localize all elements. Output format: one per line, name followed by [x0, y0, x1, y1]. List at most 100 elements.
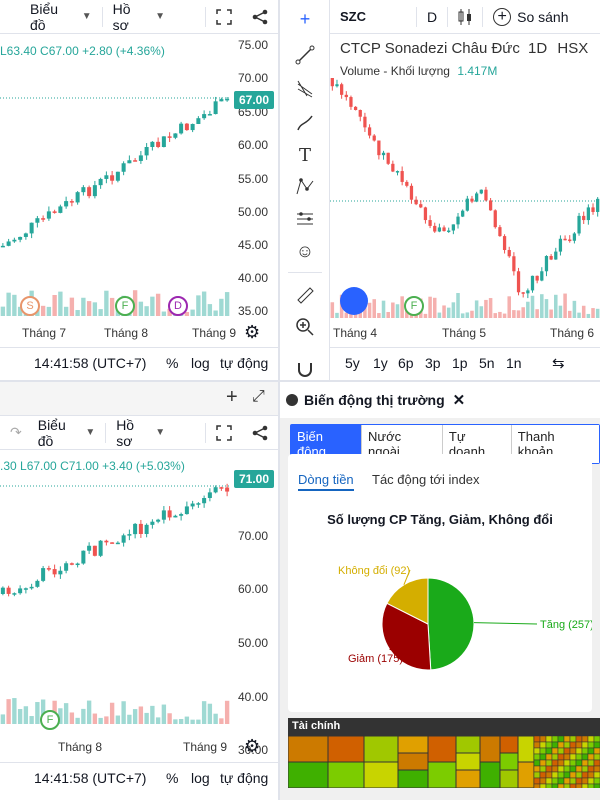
log-toggle[interactable]: log — [191, 354, 210, 371]
heatmap-cell[interactable] — [545, 753, 553, 761]
heatmap-cell[interactable] — [587, 759, 595, 767]
heatmap-cell[interactable] — [557, 741, 565, 749]
subtab-dong-tien[interactable]: Dòng tiền — [298, 472, 354, 491]
heatmap-cell[interactable] — [551, 741, 559, 749]
heatmap-cell[interactable] — [427, 736, 457, 763]
heatmap-cell[interactable] — [499, 752, 519, 771]
time-axis[interactable]: Tháng 7 Tháng 8 Tháng 9 ⚙ — [0, 320, 278, 346]
heatmap-cell[interactable] — [563, 747, 571, 755]
heatmap-cell[interactable] — [563, 753, 571, 761]
fib-icon[interactable] — [292, 76, 318, 102]
compare-button[interactable]: + So sánh — [483, 0, 578, 33]
heatmap-cell[interactable] — [455, 752, 481, 771]
heatmap-cell[interactable] — [517, 736, 535, 763]
heatmap-cell[interactable] — [563, 765, 571, 773]
heatmap-cell[interactable] — [563, 741, 571, 749]
heatmap-cell[interactable] — [545, 783, 553, 788]
heatmap-cell[interactable] — [575, 771, 583, 779]
event-marker-s[interactable]: S — [20, 296, 40, 316]
heatmap-cell[interactable] — [581, 747, 589, 755]
heatmap-cell[interactable] — [551, 783, 559, 788]
fullscreen-button[interactable] — [206, 0, 242, 33]
heatmap-cell[interactable] — [539, 777, 547, 785]
heatmap-cell[interactable] — [563, 783, 571, 788]
heatmap-cell[interactable] — [575, 741, 583, 749]
heatmap-cell[interactable] — [455, 736, 481, 754]
heatmap-cell[interactable] — [557, 783, 565, 788]
heatmap-cell[interactable] — [551, 777, 559, 785]
auto-toggle[interactable]: tự động — [220, 769, 269, 786]
heatmap-cell[interactable] — [533, 783, 541, 788]
heatmap-cell[interactable] — [539, 771, 547, 779]
log-toggle[interactable]: log — [191, 769, 210, 786]
ruler-icon[interactable] — [292, 282, 318, 308]
heatmap-cell[interactable] — [545, 777, 553, 785]
heatmap-cell[interactable] — [593, 771, 600, 779]
heatmap-cell[interactable] — [545, 747, 553, 755]
heatmap-cell[interactable] — [479, 736, 501, 763]
heatmap-cells[interactable] — [288, 736, 600, 788]
share-button[interactable] — [242, 0, 278, 33]
percent-toggle[interactable]: % — [166, 354, 179, 371]
heatmap[interactable]: Tài chính — [288, 718, 600, 788]
heatmap-cell[interactable] — [593, 741, 600, 749]
percent-toggle[interactable]: % — [166, 769, 179, 786]
heatmap-cell[interactable] — [587, 736, 595, 743]
heatmap-cell[interactable] — [581, 736, 589, 743]
heatmap-cell[interactable] — [557, 747, 565, 755]
interval-button[interactable]: D — [417, 0, 447, 33]
heatmap-cell[interactable] — [533, 759, 541, 767]
heatmap-cell[interactable] — [539, 741, 547, 749]
heatmap-cell[interactable] — [569, 747, 577, 755]
goto-date-icon[interactable]: ⇆ — [552, 354, 565, 372]
gear-icon[interactable]: ⚙ — [244, 322, 261, 342]
time-axis[interactable]: Tháng 8 Tháng 9 ⚙ — [0, 736, 278, 762]
candlestick-chart[interactable] — [0, 474, 230, 734]
heatmap-cell[interactable] — [593, 765, 600, 773]
heatmap-cell[interactable] — [479, 761, 501, 788]
range-1d[interactable]: 1n — [506, 354, 522, 371]
heatmap-cell[interactable] — [327, 736, 365, 763]
heatmap-cell[interactable] — [593, 783, 600, 788]
heatmap-cell[interactable] — [575, 753, 583, 761]
heatmap-cell[interactable] — [288, 761, 329, 788]
heatmap-cell[interactable] — [575, 736, 583, 743]
heatmap-cell[interactable] — [327, 761, 365, 788]
heatmap-cell[interactable] — [539, 765, 547, 773]
heatmap-cell[interactable] — [557, 777, 565, 785]
price-axis[interactable]: 75.00 70.00 65.00 60.00 55.00 50.00 45.0… — [232, 36, 278, 318]
price-axis[interactable]: 70.00 60.00 50.00 40.00 30.00 71.00 — [232, 470, 278, 757]
gear-icon[interactable]: ⚙ — [244, 736, 261, 756]
heatmap-cell[interactable] — [581, 759, 589, 767]
heatmap-cell[interactable] — [587, 741, 595, 749]
heatmap-cell[interactable] — [581, 771, 589, 779]
range-1m[interactable]: 1p — [452, 354, 468, 371]
heatmap-cell[interactable] — [593, 777, 600, 785]
crosshair-icon[interactable]: + — [299, 8, 311, 29]
pattern-icon[interactable] — [292, 174, 318, 200]
pie-chart[interactable]: Tăng (257) Giảm (175) Không đổi (92) — [288, 532, 592, 712]
heatmap-cell[interactable] — [545, 759, 553, 767]
heatmap-cell[interactable] — [563, 736, 571, 743]
heatmap-cell[interactable] — [533, 747, 541, 755]
candlestick-chart[interactable] — [330, 78, 600, 323]
heatmap-cell[interactable] — [593, 747, 600, 755]
heatmap-cell[interactable] — [569, 777, 577, 785]
heatmap-cell[interactable] — [575, 765, 583, 773]
heatmap-cell[interactable] — [533, 753, 541, 761]
profile-dropdown[interactable]: Hồ sơ ▼ — [103, 0, 175, 33]
heatmap-cell[interactable] — [539, 753, 547, 761]
heatmap-cell[interactable] — [569, 736, 577, 743]
heatmap-cell[interactable] — [539, 747, 547, 755]
heatmap-cell[interactable] — [533, 777, 541, 785]
profile-dropdown[interactable]: Hồ sơ ▼ — [106, 416, 175, 449]
heatmap-cell[interactable] — [575, 759, 583, 767]
heatmap-cell[interactable] — [569, 765, 577, 773]
heatmap-cell[interactable] — [517, 761, 535, 788]
heatmap-cell[interactable] — [551, 747, 559, 755]
heatmap-cell[interactable] — [569, 783, 577, 788]
heatmap-cell[interactable] — [363, 761, 399, 788]
heatmap-cell[interactable] — [563, 759, 571, 767]
time-axis[interactable]: Tháng 4 Tháng 5 Tháng 6 — [330, 320, 600, 346]
heatmap-cell[interactable] — [533, 765, 541, 773]
